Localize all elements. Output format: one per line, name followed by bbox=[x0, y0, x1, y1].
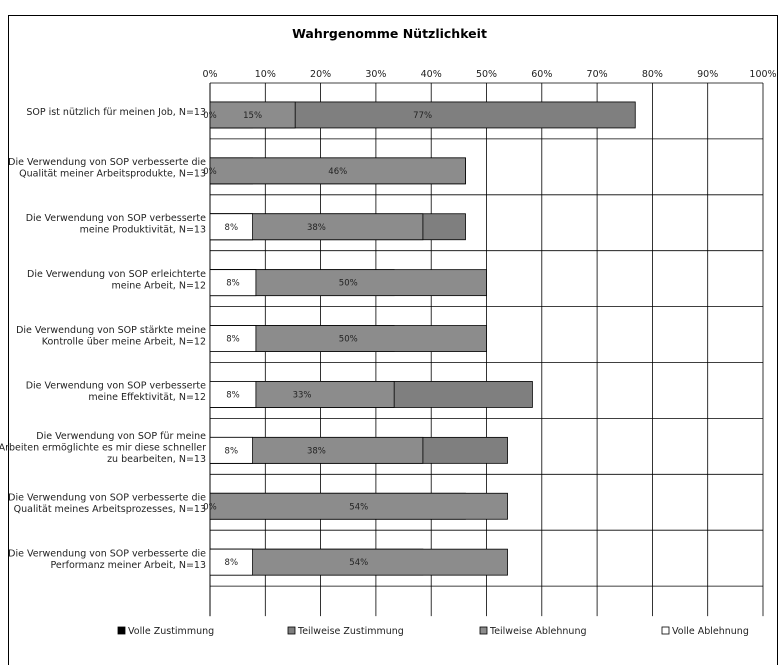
x-axis-ticks: 0% 10% 20% 30% 40% 50% 60% 70% 80% 90% 100% bbox=[202, 69, 776, 80]
category-label: Die Verwendung von SOP verbesserte meine … bbox=[26, 213, 206, 236]
category-label: Die Verwendung von SOP stärkte meine Kont… bbox=[16, 325, 206, 348]
data-label: 8% bbox=[226, 335, 240, 345]
category-label-line: SOP ist nützlich für meinen Job, N=13 bbox=[26, 107, 206, 118]
category-label-line: Kontrolle über meine Arbeit, N=12 bbox=[42, 336, 206, 347]
data-label: 46% bbox=[328, 167, 347, 177]
category-label: SOP ist nützlich für meinen Job, N=13 bbox=[26, 107, 206, 118]
category-label-line: Die Verwendung von SOP erleichterte bbox=[27, 269, 206, 280]
data-label: 8% bbox=[225, 446, 239, 456]
category-label-line: Die Verwendung von SOP verbesserte die bbox=[8, 493, 206, 504]
chart-title: Wahrgenomme Nützlichkeit bbox=[292, 26, 487, 41]
legend-label: Teilweise Ablehnung bbox=[489, 626, 587, 637]
legend-label: Volle Ablehnung bbox=[672, 626, 749, 637]
bar-segment bbox=[209, 325, 257, 352]
x-tick-label: 60% bbox=[531, 69, 552, 80]
legend-label: Teilweise Zustimmung bbox=[297, 626, 404, 637]
bar-segment bbox=[209, 213, 253, 241]
bar-segment bbox=[209, 548, 253, 576]
data-label: 15% bbox=[243, 111, 262, 121]
category-label-line: Die Verwendung von SOP für meine bbox=[36, 431, 206, 442]
x-tick-label: 70% bbox=[587, 69, 608, 80]
data-label: 54% bbox=[349, 558, 368, 568]
category-label: Die Verwendung von SOP für meine Arbeiten… bbox=[0, 431, 206, 465]
data-label: 33% bbox=[293, 390, 312, 400]
data-label: 8% bbox=[226, 390, 240, 400]
data-label: 0% bbox=[203, 167, 217, 177]
category-label-line: zu bearbeiten, N=13 bbox=[107, 454, 206, 465]
legend-swatch bbox=[287, 626, 296, 635]
bar-segment bbox=[209, 381, 257, 408]
x-tick-label: 100% bbox=[749, 69, 776, 80]
bar-segment bbox=[209, 269, 257, 297]
data-label: 38% bbox=[307, 446, 326, 456]
data-label: 38% bbox=[307, 223, 326, 233]
category-label: Die Verwendung von SOP verbesserte die Pe… bbox=[8, 548, 206, 571]
category-label-line: Performanz meiner Arbeit, N=13 bbox=[50, 560, 206, 571]
legend-swatch bbox=[117, 626, 126, 635]
legend: Volle Zustimmung Teilweise Zustimmung Teil… bbox=[117, 626, 749, 637]
category-label-line: Qualität meiner Arbeitsprodukte, N=13 bbox=[19, 169, 206, 180]
category-label: Die Verwendung von SOP verbesserte meine … bbox=[26, 381, 206, 404]
bar-segment bbox=[209, 157, 466, 185]
stacked-bar-chart: 0% 10% 20% 30% 40% 50% 60% 70% 80% 90% 100% SOP is… bbox=[0, 69, 777, 637]
category-label-line: meine Produktivität, N=13 bbox=[80, 225, 206, 236]
category-label-line: Die Verwendung von SOP verbesserte die bbox=[8, 157, 206, 168]
x-tick-label: 50% bbox=[476, 69, 497, 80]
data-label: 50% bbox=[339, 279, 358, 289]
x-tick-label: 40% bbox=[421, 69, 442, 80]
bar-segment bbox=[209, 101, 296, 129]
bars: 8%77%15%0%8%46%46%0%8%46%38%8%8%33%50%8%… bbox=[203, 101, 636, 576]
category-label-line: Arbeiten ermöglichte es mir diese schnel… bbox=[0, 442, 206, 453]
x-tick-label: 0% bbox=[202, 69, 217, 80]
category-label: Die Verwendung von SOP verbesserte die Qu… bbox=[8, 493, 206, 516]
legend-swatch bbox=[661, 626, 670, 635]
category-label-line: Die Verwendung von SOP stärkte meine bbox=[16, 325, 206, 336]
data-label: 54% bbox=[349, 502, 368, 512]
x-tick-label: 30% bbox=[365, 69, 386, 80]
category-label: Die Verwendung von SOP verbesserte die Qu… bbox=[8, 157, 206, 180]
bar-segment bbox=[209, 492, 508, 520]
x-tick-label: 20% bbox=[310, 69, 331, 80]
category-label: Die Verwendung von SOP erleichterte meine… bbox=[27, 269, 206, 292]
category-label-line: meine Effektivität, N=12 bbox=[88, 392, 206, 403]
category-label-line: meine Arbeit, N=12 bbox=[112, 280, 206, 291]
cropped-header-strip bbox=[0, 0, 779, 15]
x-tick-label: 80% bbox=[642, 69, 663, 80]
data-label: 8% bbox=[225, 558, 239, 568]
data-label: 77% bbox=[413, 111, 432, 121]
data-label: 50% bbox=[339, 335, 358, 345]
data-label: 0% bbox=[203, 111, 217, 121]
category-label-line: Die Verwendung von SOP verbesserte die bbox=[8, 548, 206, 559]
data-label: 8% bbox=[226, 279, 240, 289]
category-label-line: Qualität meines Arbeitsprozesses, N=13 bbox=[14, 504, 206, 515]
bar-segment bbox=[209, 436, 253, 464]
legend-label: Volle Zustimmung bbox=[128, 626, 214, 637]
category-label-line: Die Verwendung von SOP verbesserte bbox=[26, 381, 206, 392]
data-label: 8% bbox=[225, 223, 239, 233]
bar-segment bbox=[209, 548, 508, 576]
legend-swatch bbox=[479, 626, 488, 635]
data-label: 0% bbox=[203, 502, 217, 512]
category-labels: SOP ist nützlich für meinen Job, N=13 Die… bbox=[0, 107, 206, 571]
x-tick-label: 10% bbox=[255, 69, 276, 80]
x-tick-label: 90% bbox=[697, 69, 718, 80]
category-label-line: Die Verwendung von SOP verbesserte bbox=[26, 213, 206, 224]
